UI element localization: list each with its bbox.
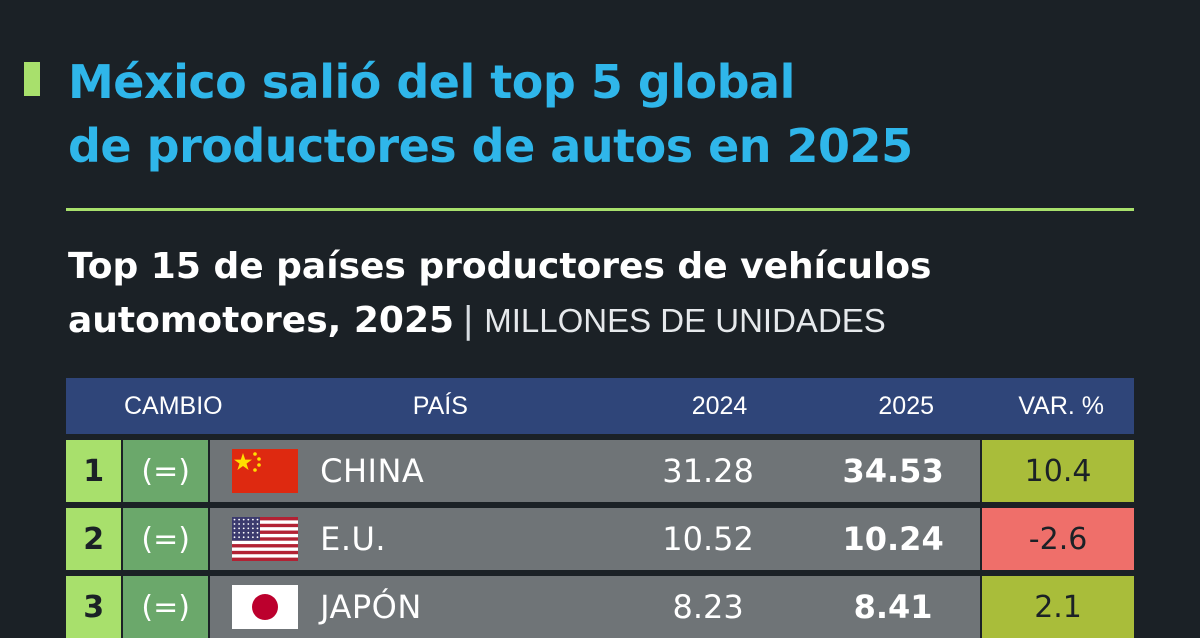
ranking-table: CAMBIO PAÍS 2024 2025 VAR. % 1 (=) CHINA 31…: [66, 378, 1135, 638]
rank-cell: 1: [66, 440, 122, 502]
headline: México salió del top 5 global de product…: [68, 50, 913, 178]
china-flag-icon: [232, 449, 299, 493]
var-percent-cell: 10.4: [982, 440, 1135, 502]
value-2024: 8.23: [672, 588, 744, 626]
rank-cell: 3: [66, 576, 122, 638]
table-row: 2 (=) E.U. 10.52 10.24 -2.6: [66, 508, 1135, 570]
subtitle-line-2-wrap: automotores, 2025 | MILLONES DE UNIDADES: [68, 294, 931, 348]
value-2024: 31.28: [662, 452, 754, 490]
subtitle-line-2: automotores, 2025: [68, 300, 455, 341]
accent-bar: [24, 62, 40, 96]
japan-flag-icon: [232, 585, 299, 629]
header-2025: 2025: [878, 391, 935, 420]
table-header: CAMBIO PAÍS 2024 2025 VAR. %: [66, 378, 1134, 434]
value-2025: 8.41: [853, 588, 933, 626]
rank-cell: 2: [66, 508, 122, 570]
table-body: 1 (=) CHINA 31.28 34.53 10.4 2 (=) E.U. 10.52 10.2…: [66, 440, 1135, 638]
usa-flag-icon: [232, 517, 299, 561]
table-row: 1 (=) CHINA 31.28 34.53 10.4: [66, 440, 1135, 502]
country-cell-group: JAPÓN 8.23 8.41: [210, 576, 981, 638]
value-2025: 10.24: [842, 520, 944, 558]
subtitle: Top 15 de países productores de vehículo…: [68, 240, 931, 348]
headline-line-1: México salió del top 5 global: [68, 55, 795, 109]
country-cell-group: CHINA 31.28 34.53: [210, 440, 981, 502]
subtitle-unit: MILLONES DE UNIDADES: [484, 302, 886, 339]
var-percent-cell: -2.6: [982, 508, 1135, 570]
value-2024: 10.52: [662, 520, 754, 558]
header-cambio: CAMBIO: [124, 391, 223, 420]
var-percent-cell: 2.1: [982, 576, 1135, 638]
header-var: VAR. %: [1018, 391, 1105, 420]
subtitle-separator: |: [462, 300, 475, 341]
table-row: 3 (=) JAPÓN 8.23 8.41 2.1: [66, 576, 1135, 638]
subtitle-line-1: Top 15 de países productores de vehículo…: [68, 246, 932, 287]
header-pais: PAÍS: [412, 391, 468, 420]
country-name: JAPÓN: [320, 588, 422, 626]
headline-line-2: de productores de autos en 2025: [68, 119, 913, 173]
country-name: E.U.: [320, 520, 387, 558]
country-name: CHINA: [320, 452, 425, 490]
change-cell: (=): [123, 440, 209, 502]
header-2024: 2024: [691, 391, 748, 420]
value-2025: 34.53: [842, 452, 944, 490]
change-cell: (=): [123, 576, 209, 638]
divider: [66, 208, 1134, 211]
country-cell-group: E.U. 10.52 10.24: [210, 508, 981, 570]
change-cell: (=): [123, 508, 209, 570]
